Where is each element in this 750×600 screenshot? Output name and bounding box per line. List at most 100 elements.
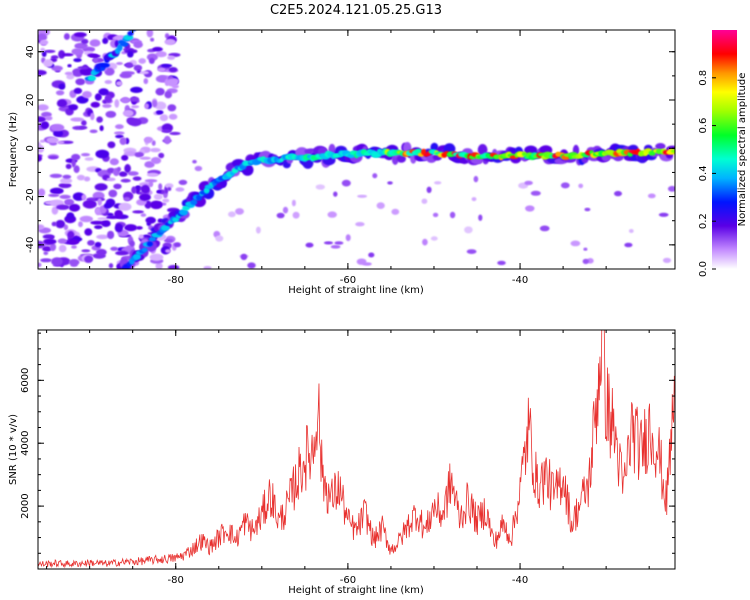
heatmap-noise-cell: [55, 90, 65, 96]
heatmap-branch-cell: [127, 31, 134, 36]
heatmap-noise-cell: [38, 155, 43, 162]
heatmap-noise-cell: [235, 208, 244, 215]
heatmap-noise-cell: [144, 179, 158, 183]
heatmap-xtick-label: -60: [340, 275, 356, 286]
snr-panel: -80 -60 -40 2000 4000 6000 Height of straight…: [8, 329, 676, 596]
heatmap-noise-cell: [94, 93, 102, 101]
heatmap-noise-cell: [173, 242, 181, 248]
heatmap-noise-cell: [43, 59, 54, 68]
heatmap-ytick-label: 0: [25, 145, 36, 151]
heatmap-noise-cell: [70, 117, 84, 122]
heatmap-noise-cell: [95, 208, 100, 214]
heatmap-noise-cell: [156, 190, 162, 194]
heatmap-noise-cell: [40, 121, 50, 129]
heatmap-noise-cell: [63, 33, 70, 40]
heatmap-noise-cell: [473, 175, 479, 183]
heatmap-noise-cell: [570, 240, 581, 247]
snr-ytick-label: 2000: [20, 493, 31, 518]
heatmap-noise-cell: [38, 188, 46, 197]
heatmap-noise-cell: [118, 202, 132, 211]
heatmap-noise-cell: [141, 184, 150, 194]
heatmap-noise-cell: [71, 153, 81, 161]
heatmap-noise-cell: [133, 64, 143, 72]
heatmap-axes: -80 -60 -40 -40 -20 0 20 40: [25, 30, 675, 286]
heatmap-noise-cell: [87, 240, 95, 246]
heatmap-noise-cell: [60, 177, 73, 184]
heatmap-noise-cell: [39, 39, 49, 46]
heatmap-ytick-label: 40: [25, 45, 36, 58]
heatmap-ridge-cell: [148, 237, 157, 242]
heatmap-noise-cell: [434, 181, 442, 185]
heatmap-noise-cell: [155, 75, 168, 83]
heatmap-noise-cell: [578, 183, 584, 189]
heatmap-ridge-halo: [396, 155, 406, 163]
heatmap-noise-cell: [116, 166, 121, 172]
heatmap-noise-cell: [464, 226, 473, 234]
heatmap-noise-cell: [152, 46, 163, 52]
heatmap-noise-cell: [161, 63, 173, 68]
heatmap-noise-cell: [355, 222, 365, 227]
heatmap-noise-cell: [123, 151, 138, 157]
heatmap-noise-cell: [94, 241, 102, 248]
heatmap-noise-cell: [345, 234, 351, 242]
colorbar-ticks: 0.0 0.2 0.4 0.6 0.8: [698, 70, 716, 277]
heatmap-noise-cell: [115, 250, 129, 256]
snr-ylabel: SNR (10 * v/v): [8, 414, 19, 485]
heatmap-ytick-label: -20: [25, 188, 36, 204]
heatmap-noise-cell: [84, 157, 94, 161]
heatmap-noise-cell: [76, 174, 86, 181]
heatmap-noise-cell: [94, 225, 103, 230]
heatmap-noise-cell: [362, 262, 372, 266]
colorbar-tick-label: 0.2: [698, 213, 709, 229]
heatmap-noise-cell: [48, 155, 59, 159]
heatmap-noise-cell: [89, 39, 101, 47]
heatmap-noise-cell: [71, 158, 76, 168]
heatmap-ridge-cell: [670, 149, 675, 153]
heatmap-noise-cell: [155, 87, 165, 96]
heatmap-noise-cell: [58, 244, 67, 253]
heatmap-noise-cell: [341, 179, 351, 187]
heatmap-noise-cell: [116, 81, 123, 86]
heatmap-noise-cell: [132, 176, 142, 181]
heatmap-noise-cell: [146, 172, 159, 177]
heatmap-noise-cell: [228, 211, 236, 218]
heatmap-noise-cell: [524, 180, 533, 186]
heatmap-noise-cell: [292, 211, 300, 219]
heatmap-panel: -80 -60 -40 -40 -20 0 20 40 Height of straight …: [8, 29, 676, 296]
snr-xtick-label: -80: [168, 575, 184, 586]
heatmap-noise-cell: [165, 249, 171, 253]
heatmap-noise-cell: [330, 245, 341, 249]
heatmap-noise-cell: [614, 190, 622, 197]
heatmap-noise-cell: [159, 114, 169, 122]
heatmap-noise-cell: [658, 212, 669, 217]
colorbar-gradient: [712, 30, 737, 269]
heatmap-noise-cell: [131, 186, 137, 194]
heatmap-noise-cell: [162, 198, 170, 203]
heatmap-noise-cell: [115, 134, 124, 139]
heatmap-ridge-cell: [133, 253, 141, 260]
heatmap-noise-cell: [422, 238, 428, 246]
snr-axes: -80 -60 -40 2000 4000 6000: [20, 330, 675, 586]
heatmap-noise-cell: [56, 99, 68, 108]
heatmap-noise-cell: [148, 57, 155, 64]
heatmap-noise-cell: [83, 176, 91, 182]
heatmap-noise-cell: [240, 253, 248, 261]
heatmap-noise-cell: [106, 177, 116, 182]
heatmap-noise-cell: [79, 215, 94, 223]
heatmap-noise-cell: [130, 86, 143, 93]
heatmap-noise-cell: [624, 242, 633, 248]
heatmap-noise-cell: [121, 154, 129, 161]
heatmap-noise-cell: [175, 187, 185, 192]
heatmap-noise-cell: [291, 199, 296, 207]
heatmap-noise-cell: [140, 213, 147, 217]
heatmap-noise-cell: [101, 220, 111, 227]
heatmap-noise-cell: [97, 217, 109, 221]
heatmap-noise-cell: [133, 41, 143, 49]
heatmap-noise-cell: [165, 183, 174, 189]
heatmap-noise-cell: [426, 186, 432, 193]
heatmap-noise-cell: [333, 191, 338, 197]
heatmap-noise-cell: [99, 125, 104, 132]
heatmap-noise-cell: [75, 78, 86, 86]
colorbar-tick-label: 0.4: [698, 165, 709, 181]
heatmap-noise-cell: [163, 135, 171, 145]
